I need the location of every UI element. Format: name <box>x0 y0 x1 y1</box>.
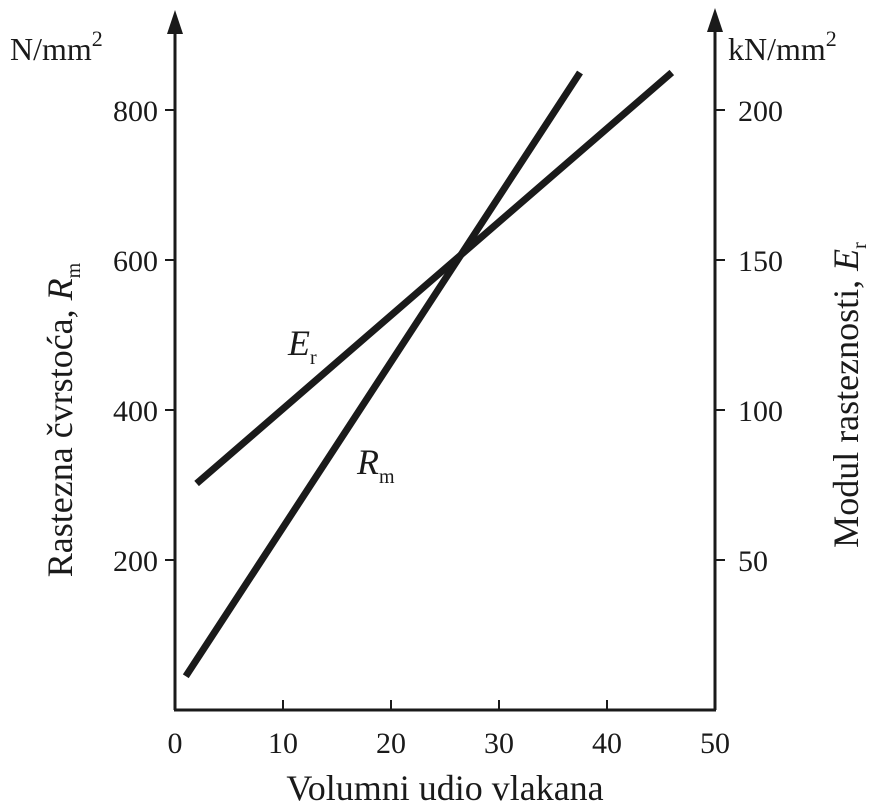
right-tick-label: 150 <box>738 245 783 278</box>
right-tick-label: 100 <box>738 395 783 428</box>
left-tick-label: 400 <box>113 395 158 428</box>
left-tick-label: 600 <box>113 245 158 278</box>
left-unit-label: N/mm2 <box>10 26 103 67</box>
left-axis-title: Rastezna čvrstoća, Rm <box>40 262 85 577</box>
right-axis-title: Modul rasteznosti, Er <box>826 242 871 548</box>
right-tick-label: 50 <box>738 545 768 578</box>
x-tick-label: 20 <box>376 727 406 760</box>
left-tick-label: 200 <box>113 545 158 578</box>
x-tick-label: 30 <box>484 727 514 760</box>
x-axis-ticks: 0 10 20 30 40 50 <box>168 700 730 760</box>
left-tick-label: 800 <box>113 95 158 128</box>
series-line-rm <box>182 70 583 679</box>
series-line-er <box>194 69 675 487</box>
left-y-axis-arrow-icon <box>167 10 183 34</box>
left-axis-ticks: 200 400 600 800 <box>113 95 175 578</box>
x-axis-title: Volumni udio vlakana <box>286 768 603 808</box>
right-y-axis-arrow-icon <box>707 8 723 32</box>
series-label-rm: Rm <box>356 442 395 488</box>
series-label-er: Er <box>287 323 317 369</box>
right-axis-ticks: 50 100 150 200 <box>715 95 783 578</box>
series-lines <box>182 69 675 679</box>
x-tick-label: 10 <box>268 727 298 760</box>
x-tick-label: 50 <box>700 727 730 760</box>
right-tick-label: 200 <box>738 95 783 128</box>
x-tick-label: 40 <box>592 727 622 760</box>
x-tick-label: 0 <box>168 727 183 760</box>
right-unit-label: kN/mm2 <box>728 26 837 67</box>
